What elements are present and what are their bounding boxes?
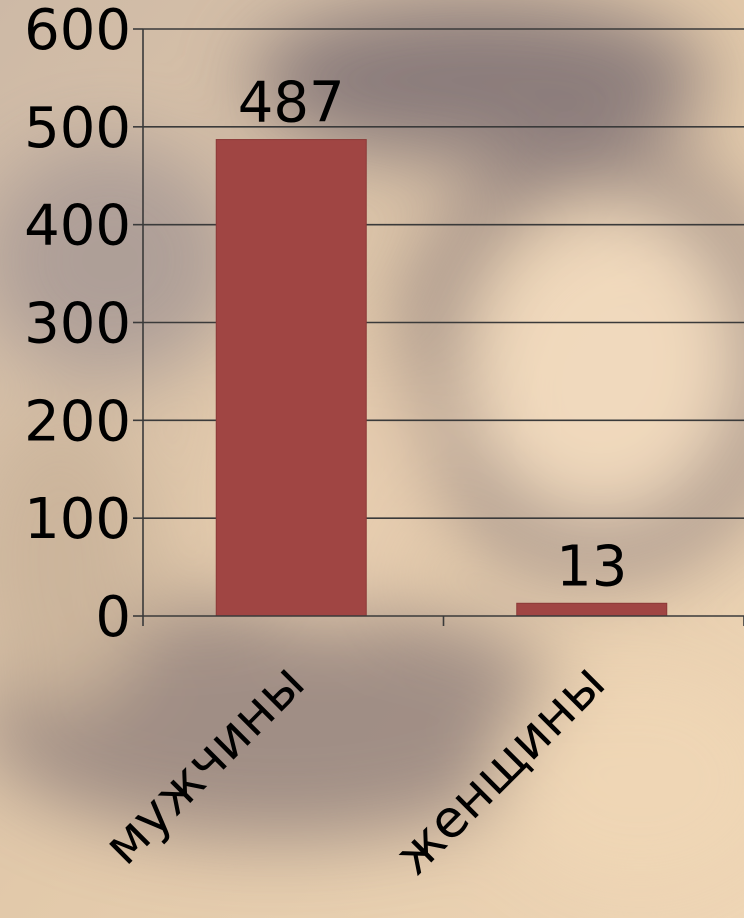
bar [215, 139, 367, 617]
category-label: женщины [383, 653, 617, 887]
bars [215, 139, 668, 617]
y-tick-label: 300 [24, 292, 131, 357]
category-label: мужчины [93, 653, 317, 877]
y-tick-label: 0 [95, 585, 131, 650]
axes [142, 29, 744, 626]
data-labels: 487 13 [238, 71, 628, 600]
y-axis-tick-labels: 0 100 200 300 400 500 600 [24, 0, 131, 650]
y-tick-label: 200 [24, 389, 131, 454]
y-tick-label: 100 [24, 487, 131, 552]
bar-value-label: 13 [556, 534, 627, 599]
bar [516, 602, 668, 617]
y-tick-label: 400 [24, 194, 131, 259]
category-labels: мужчины женщины [93, 653, 617, 887]
bar-value-label: 487 [238, 71, 345, 136]
y-tick-label: 500 [24, 96, 131, 161]
y-tick-label: 600 [24, 0, 131, 63]
